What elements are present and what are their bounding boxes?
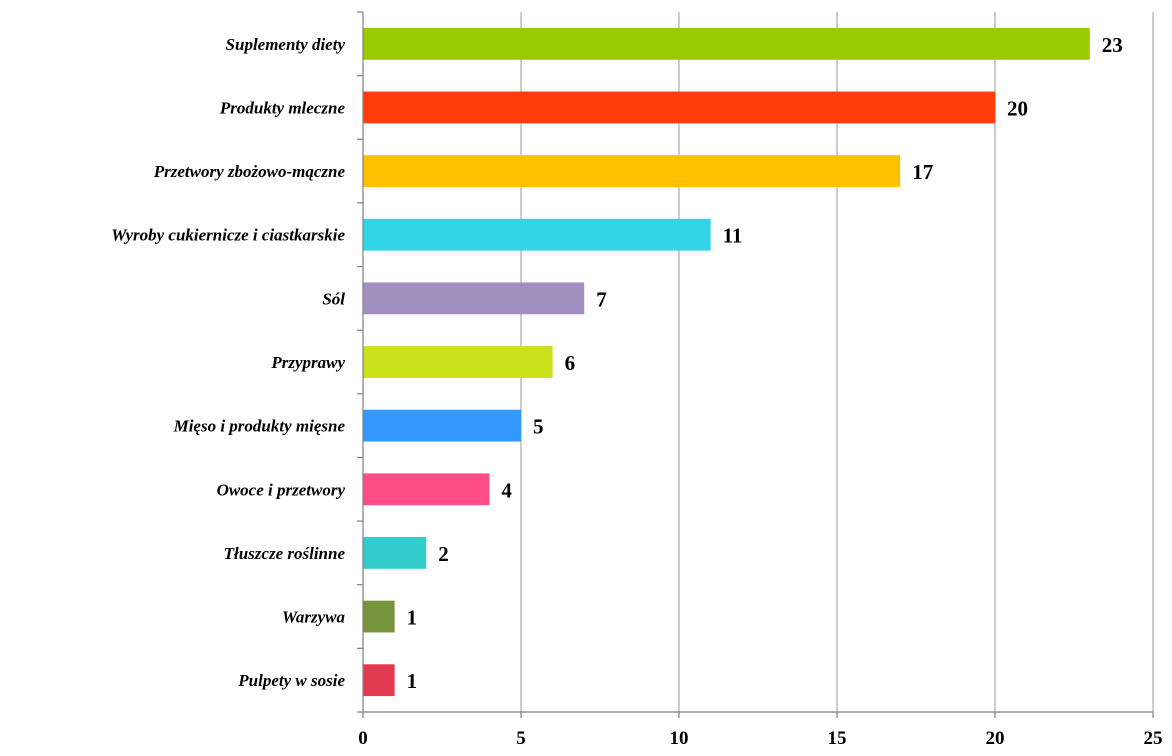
category-label: Produkty mleczne bbox=[219, 98, 346, 117]
value-label: 20 bbox=[1007, 96, 1028, 120]
bar bbox=[363, 600, 395, 633]
category-label: Mięso i produkty mięsne bbox=[173, 417, 346, 436]
x-tick-label: 25 bbox=[1144, 728, 1163, 749]
value-label: 23 bbox=[1102, 33, 1123, 57]
bar bbox=[363, 91, 995, 124]
bar bbox=[363, 155, 901, 187]
bar bbox=[363, 473, 490, 506]
x-tick-label: 15 bbox=[828, 728, 847, 749]
bar bbox=[363, 27, 1090, 60]
gridlines bbox=[520, 12, 1154, 712]
value-label: 17 bbox=[912, 160, 933, 184]
value-label: 4 bbox=[501, 478, 512, 502]
category-label: Suplementy diety bbox=[226, 35, 346, 54]
bar bbox=[363, 282, 585, 315]
bar bbox=[363, 409, 521, 442]
value-label: 1 bbox=[407, 669, 418, 693]
category-label: Wyroby cukiernicze i ciastkarskie bbox=[111, 226, 345, 245]
x-tick-label: 10 bbox=[670, 728, 689, 749]
category-label: Warzywa bbox=[282, 608, 345, 627]
value-label: 11 bbox=[723, 224, 743, 248]
x-tick-label: 5 bbox=[516, 728, 526, 749]
category-label: Przyprawy bbox=[270, 353, 345, 372]
axes bbox=[357, 11, 1154, 718]
value-label: 6 bbox=[565, 351, 576, 375]
category-label: Pulpety w sosie bbox=[237, 671, 345, 690]
category-label: Owoce i przetwory bbox=[217, 480, 346, 499]
x-tick-label: 0 bbox=[358, 728, 368, 749]
value-label: 7 bbox=[596, 287, 607, 311]
category-label: Tłuszcze roślinne bbox=[224, 544, 346, 563]
value-label: 1 bbox=[407, 606, 418, 630]
bar bbox=[363, 537, 427, 569]
value-label: 5 bbox=[533, 415, 544, 439]
category-label: Przetwory zbożowo-mączne bbox=[153, 162, 346, 181]
x-tick-label: 20 bbox=[986, 728, 1005, 749]
bar bbox=[363, 346, 553, 378]
bar bbox=[363, 664, 395, 697]
category-label: Sól bbox=[322, 289, 345, 308]
value-label: 2 bbox=[438, 542, 449, 566]
bar bbox=[363, 218, 711, 251]
bars bbox=[363, 27, 1090, 697]
